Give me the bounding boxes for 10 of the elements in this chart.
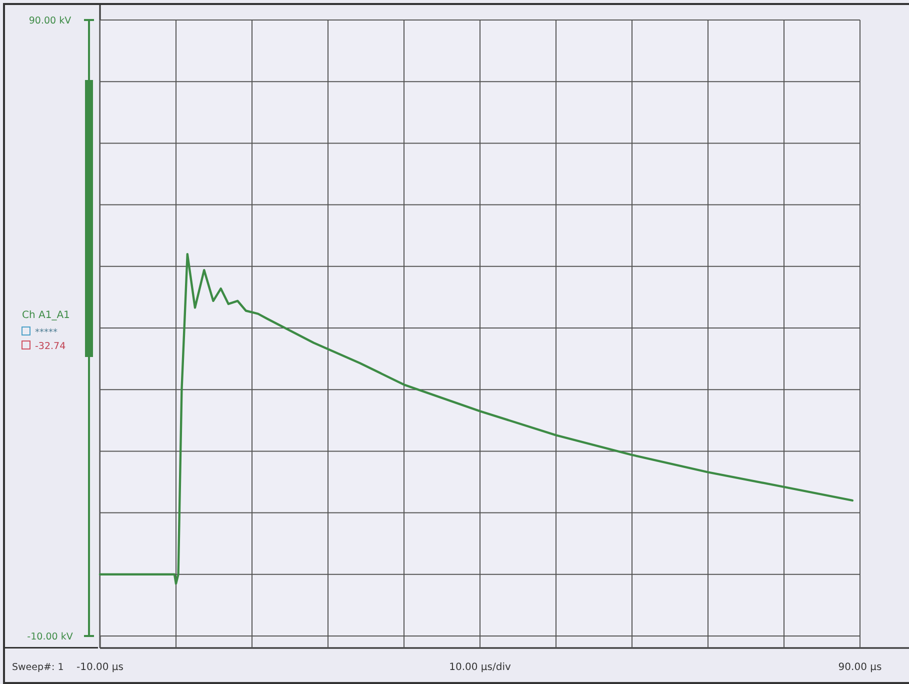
- text: Ch A1_A1: [22, 310, 70, 321]
- y-tick-label: 90.00 kV: [28, 15, 72, 26]
- x-tick-label: 90.00 µs: [838, 662, 882, 673]
- x-axis-title: 10.00 µs/div: [449, 662, 511, 673]
- x-tick-label: -10.00 µs: [76, 662, 124, 673]
- line-series: [98, 252, 854, 585]
- y-tick-label: -10.00 kV: [27, 631, 74, 642]
- text: Sweep#: 1: [12, 662, 64, 673]
- text: -32.74: [35, 341, 66, 352]
- text: *****: [35, 328, 58, 338]
